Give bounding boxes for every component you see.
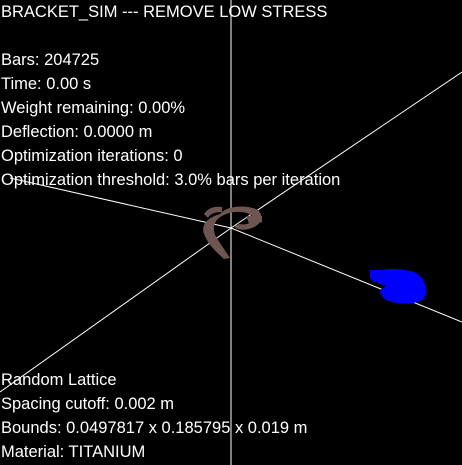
- axis-line-right-lower: [230, 227, 462, 323]
- axis-line-diagonal-lower: [0, 227, 232, 393]
- optimization-threshold: Optimization threshold: 3.0% bars per it…: [1, 171, 341, 189]
- weight-remaining: Weight remaining: 0.00%: [1, 99, 186, 117]
- material-readout: Material: TITANIUM: [1, 443, 146, 461]
- bars-count: Bars: 204725: [1, 51, 100, 69]
- spacing-cutoff: Spacing cutoff: 0.002 m: [1, 395, 175, 413]
- time-readout: Time: 0.00 s: [1, 75, 92, 93]
- deflection-readout: Deflection: 0.0000 m: [1, 123, 153, 141]
- load-marker[interactable]: [369, 269, 426, 304]
- window-title: BRACKET_SIM --- REMOVE LOW STRESS: [1, 3, 328, 21]
- axis-line-diagonal-upper: [230, 71, 462, 229]
- axis-line-upper-left: [9, 177, 232, 229]
- optimization-iterations: Optimization iterations: 0: [1, 147, 183, 165]
- bounds-readout: Bounds: 0.0497817 x 0.185795 x 0.019 m: [1, 419, 308, 437]
- lattice-type: Random Lattice: [1, 371, 117, 389]
- bracket-mesh[interactable]: [203, 206, 262, 259]
